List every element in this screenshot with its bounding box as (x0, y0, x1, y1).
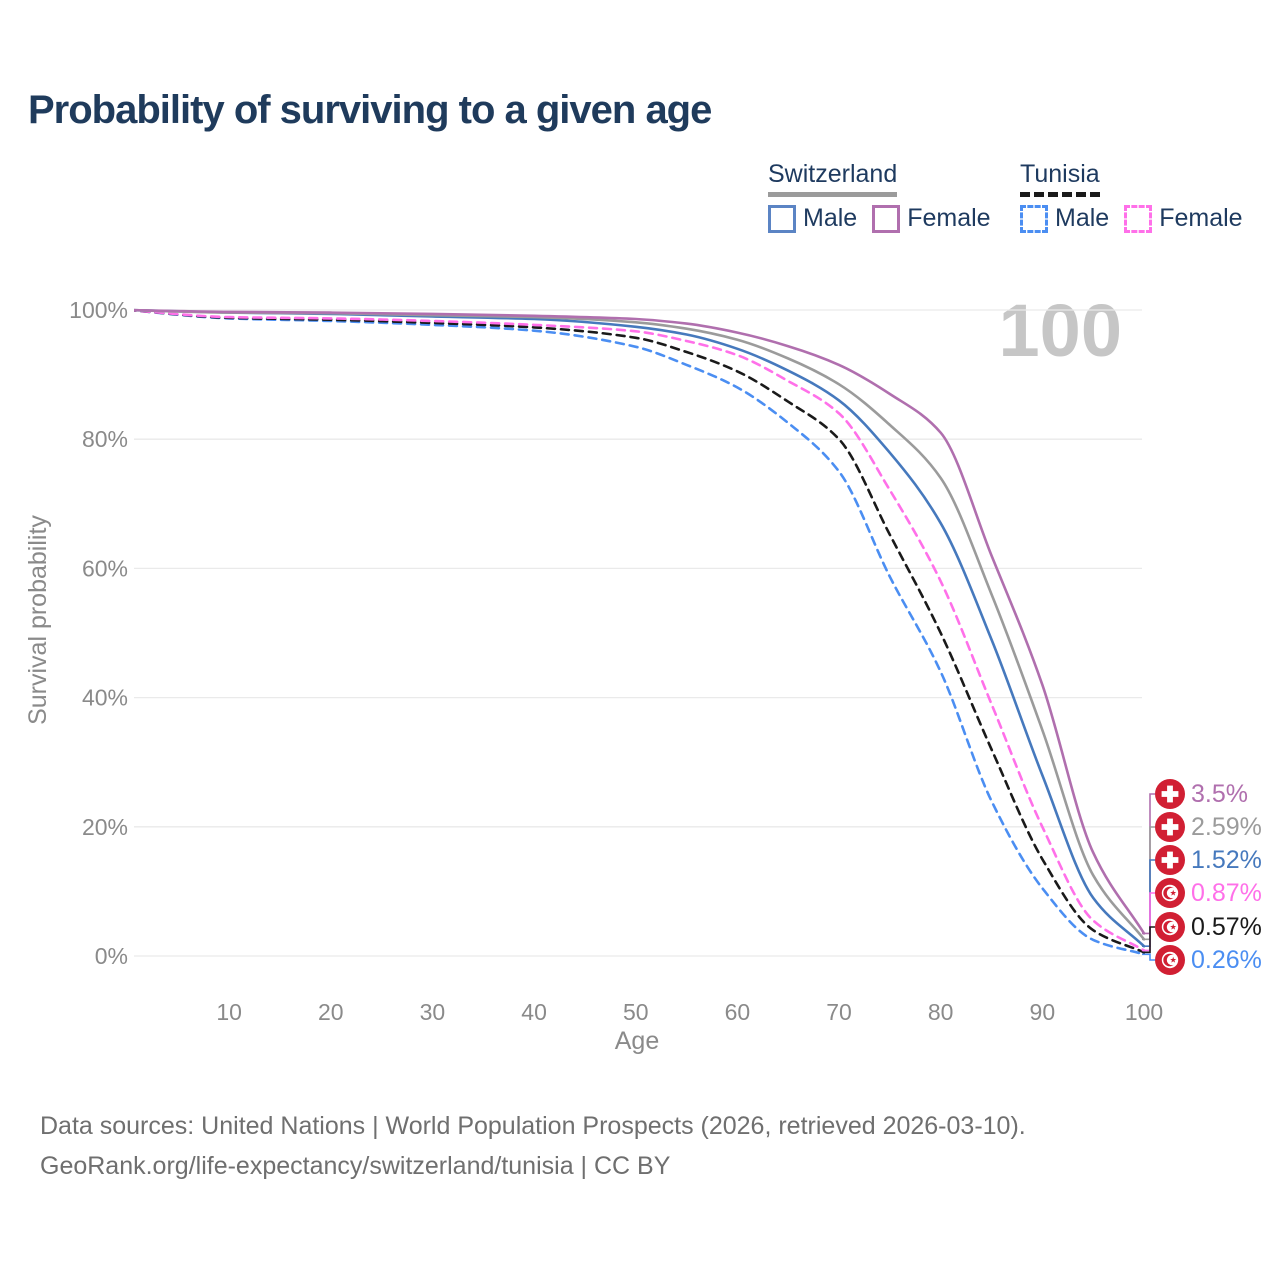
legend-item-switzerland-female[interactable]: Female (872, 204, 991, 233)
curve-tunisia-female[interactable] (128, 309, 1146, 952)
x-axis-title: Age (615, 1027, 659, 1055)
leader-line-tunisia-total (1142, 926, 1155, 954)
x-tick-label: 70 (826, 999, 852, 1025)
x-tick-label: 10 (216, 999, 242, 1025)
curve-tunisia-male[interactable] (128, 309, 1146, 956)
y-tick-label: 80% (82, 426, 128, 452)
footer: Data sources: United Nations | World Pop… (40, 1106, 1026, 1186)
legend-item-label: Female (1159, 204, 1243, 232)
curve-switzerland-total[interactable] (128, 308, 1146, 941)
leader-line-tunisia-female (1142, 892, 1155, 952)
y-tick-label: 40% (82, 685, 128, 711)
legend-country-tunisia: Tunisia (1020, 160, 1100, 197)
x-tick-label: 30 (420, 999, 446, 1025)
x-tick-label: 60 (725, 999, 751, 1025)
attribution-text: GeoRank.org/life-expectancy/switzerland/… (40, 1152, 671, 1180)
legend-swatch-icon (872, 204, 901, 233)
hover-age-watermark: 100 (998, 289, 1122, 372)
curve-switzerland-male[interactable] (128, 308, 1146, 948)
legend-item-switzerland-male[interactable]: Male (768, 204, 857, 233)
legend-group-tunisia: Tunisia Male Female (1020, 160, 1243, 233)
x-tick-label: 100 (1125, 999, 1163, 1025)
leader-line-switzerland-female (1142, 793, 1155, 935)
x-tick-label: 20 (318, 999, 344, 1025)
legend-item-label: Female (907, 204, 991, 232)
x-tick-label: 50 (623, 999, 649, 1025)
legend-swatch-icon (1124, 204, 1153, 233)
legend-item-label: Male (1055, 204, 1110, 232)
leader-line-switzerland-total (1142, 826, 1155, 941)
x-tick-label: 80 (928, 999, 954, 1025)
legend-item-tunisia-male[interactable]: Male (1020, 204, 1109, 233)
legend-item-tunisia-female[interactable]: Female (1124, 204, 1243, 233)
legend-swatch-icon (768, 204, 796, 233)
y-tick-label: 60% (82, 555, 128, 581)
x-tick-label: 90 (1030, 999, 1056, 1025)
legend-country-switzerland: Switzerland (768, 160, 898, 197)
y-tick-label: 100% (69, 297, 128, 323)
legend-item-label: Male (803, 204, 858, 232)
y-axis-title: Survival probability (24, 515, 52, 725)
x-tick-label: 40 (521, 999, 547, 1025)
data-sources-text: Data sources: United Nations | World Pop… (40, 1112, 1026, 1140)
curve-switzerland-female[interactable] (128, 308, 1146, 935)
chart-title: Probability of surviving to a given age (28, 88, 712, 132)
legend-swatch-icon (1020, 204, 1048, 233)
curve-tunisia-total[interactable] (128, 309, 1146, 954)
legend: Switzerland Male Female Tunisia Male Female (0, 160, 1280, 250)
legend-group-switzerland: Switzerland Male Female (768, 160, 991, 233)
y-tick-label: 0% (95, 943, 128, 969)
y-tick-label: 20% (82, 814, 128, 840)
leader-line-tunisia-male (1142, 953, 1155, 961)
